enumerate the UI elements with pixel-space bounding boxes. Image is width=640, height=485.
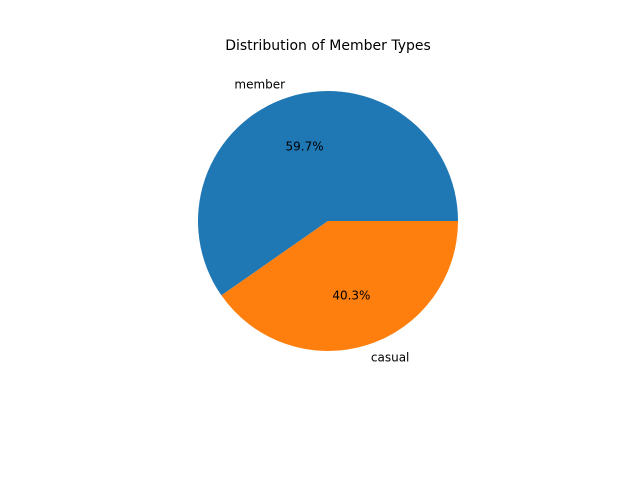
pie-slice-member	[198, 91, 458, 296]
slice-percent-member: 59.7%	[286, 140, 324, 154]
chart-title: Distribution of Member Types	[225, 38, 431, 54]
slice-label-casual: casual	[371, 350, 410, 364]
pie-slices	[198, 91, 458, 352]
slice-percent-casual: 40.3%	[332, 288, 370, 302]
pie-slice-casual	[221, 221, 458, 352]
pie-labels: member 59.7% casual 40.3%	[234, 78, 409, 365]
slice-label-member: member	[234, 78, 285, 92]
